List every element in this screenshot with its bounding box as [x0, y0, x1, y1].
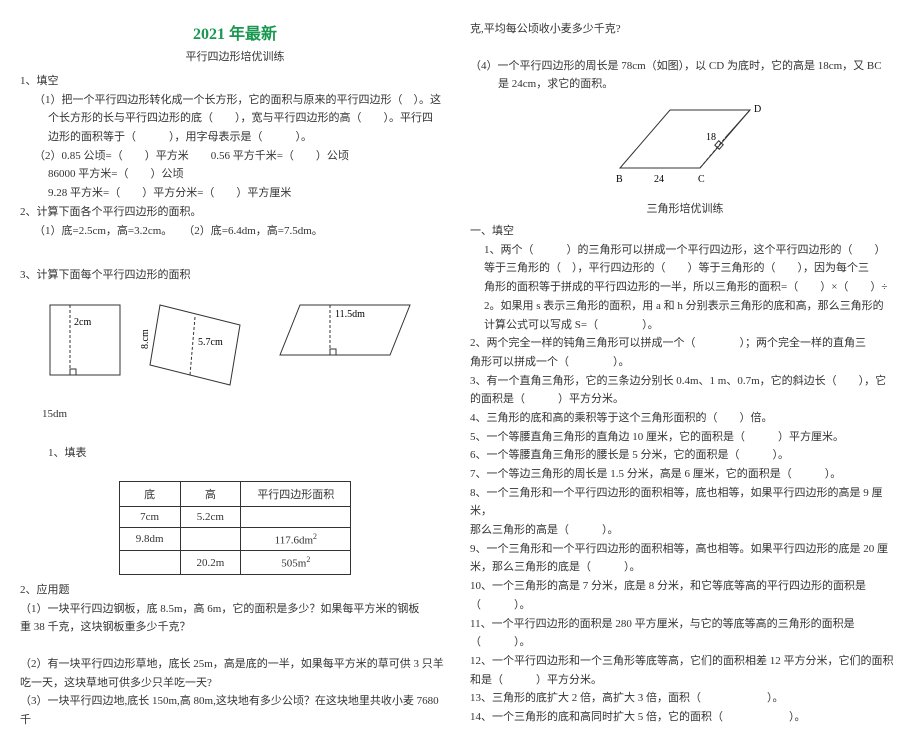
right-column: 克,平均每公顷收小麦多少千克? （4）一个平行四边形的周长是 78cm（如图），…: [470, 20, 900, 730]
t12b: 和是（ ）平方分米。: [470, 671, 900, 690]
tri-sec1-title: 一、填空: [470, 222, 900, 241]
table-row: 9.8dm 117.6dm2: [119, 527, 351, 551]
q1-1b: 个长方形的长与平行四边形的底（ ），宽与平行四边形的高（ ）。平行四: [20, 109, 450, 128]
shape1: 2cm 15dm: [20, 295, 130, 420]
t2-1a: 2、两个完全一样的钝角三角形可以拼成一个（ ）；两个完全一样的直角三: [470, 334, 900, 353]
app-2a: （2）有一块平行四边形草地，底长 25m，高是底的一半，如果每平方米的草可供 3…: [20, 655, 450, 674]
cell: [241, 506, 351, 527]
cell: 505m2: [241, 551, 351, 575]
t8a: 8、一个三角形和一个平行四边形的面积相等，底也相等，如果平行四边形的高是 9 厘…: [470, 484, 900, 521]
app-3: （3）一块平行四边地,底长 150m,高 80m,这块地有多少公顷？在这块地里共…: [20, 692, 450, 729]
cell: 7cm: [119, 506, 180, 527]
t12a: 12、一个平行四边形和一个三角形等底等高，它们的面积相差 12 平方分米，它们的…: [470, 652, 900, 671]
t5: 5、一个等腰直角三角形的直角边 10 厘米，它的面积是（ ）平方厘米。: [470, 428, 900, 447]
t14: 14、一个三角形的底和高同时扩大 5 倍，它的面积（ ）。: [470, 708, 900, 727]
shape1-15dm-label: 15dm: [20, 408, 130, 420]
sec3-title: 3、计算下面每个平行四边形的面积: [20, 266, 450, 285]
cell: 117.6dm2: [241, 527, 351, 551]
cell: [180, 527, 241, 551]
sec2-title: 2、计算下面各个平行四边形的面积。: [20, 203, 450, 222]
rhombus-B-label: B: [616, 174, 623, 185]
t3b: 的面积是（ ）平方分米。: [470, 390, 900, 409]
q1-2c: 9.28 平方米=（ ）平方分米=（ ）平方厘米: [20, 184, 450, 203]
sec1-title: 1、填空: [20, 72, 450, 91]
t1a: 1、两个（ ）的三角形可以拼成一个平行四边形，这个平行四边形的（ ）: [470, 241, 900, 260]
t10b: （ ）。: [470, 596, 900, 615]
t8b: 那么三角形的高是（ ）。: [470, 521, 900, 540]
fill-table-title: 1、填表: [20, 444, 450, 463]
cell: 5.2cm: [180, 506, 241, 527]
t2b: 计算公式可以写成 S=（ ）。: [470, 316, 900, 335]
q2-1: （1）底=2.5cm，高=3.2cm。 （2）底=6.4dm，高=7.5dm。: [20, 222, 450, 241]
th-height: 高: [180, 481, 241, 506]
t13: 13、三角形的底扩大 2 倍，高扩大 3 倍，面积（ ）。: [470, 689, 900, 708]
th-area: 平行四边形面积: [241, 481, 351, 506]
rhombus-C-label: C: [698, 174, 705, 185]
th-base: 底: [119, 481, 180, 506]
t7: 7、一个等边三角形的周长是 1.5 分米，高是 6 厘米，它的面积是（ ）。: [470, 465, 900, 484]
q1-1c: 边形的面积等于（ ），用字母表示是（ ）。: [20, 128, 450, 147]
t10a: 10、一个三角形的高是 7 分米，底是 8 分米，和它等底等高的平行四边形的面积…: [470, 577, 900, 596]
t9b: 米，那么三角形的底是（ ）。: [470, 558, 900, 577]
t2a: 2。如果用 s 表示三角形的面积，用 a 和 h 分别表示三角形的底和高，那么三…: [470, 297, 900, 316]
table-row: 7cm 5.2cm: [119, 506, 351, 527]
year-title: 2021 年最新: [20, 20, 450, 44]
t11a: 11、一个平行四边形的面积是 280 平方厘米，与它的等底等高的三角形的面积是: [470, 615, 900, 634]
cell: 20.2m: [180, 551, 241, 575]
shape3-svg: 11.5dm: [270, 295, 420, 375]
shape2-svg: 8.cm 5.7cm: [140, 295, 260, 395]
q4b: 是 24cm，求它的面积。: [470, 75, 900, 94]
t2-1b: 角形可以拼成一个（ ）。: [470, 353, 900, 372]
q1-2a: （2）0.85 公顷=（ ）平方米 0.56 平方千米=（ ）公顷: [20, 147, 450, 166]
shape2-57cm-label: 5.7cm: [198, 337, 223, 348]
tri-title: 三角形培优训练: [470, 200, 900, 216]
top-line: 克,平均每公顷收小麦多少千克?: [470, 20, 900, 39]
q4a: （4）一个平行四边形的周长是 78cm（如图），以 CD 为底时，它的高是 18…: [470, 57, 900, 76]
q1-1a: （1）把一个平行四边形转化成一个长方形，它的面积与原来的平行四边形（ ）。这: [20, 91, 450, 110]
app-2b: 吃一天，这块草地可供多少只羊吃一天?: [20, 674, 450, 693]
rhombus-w-label: 24: [654, 174, 664, 185]
app-title: 2、应用题: [20, 581, 450, 600]
table-header-row: 底 高 平行四边形面积: [119, 481, 351, 506]
t3a: 3、有一个直角三角形，它的三条边分别长 0.4m、1 m、0.7m，它的斜边长（…: [470, 372, 900, 391]
left-column: 2021 年最新 平行四边形培优训练 1、填空 （1）把一个平行四边形转化成一个…: [20, 20, 450, 730]
t9a: 9、一个三角形和一个平行四边形的面积相等，高也相等。如果平行四边形的底是 20 …: [470, 540, 900, 559]
shape1-2cm-label: 2cm: [74, 317, 91, 328]
shape3-115dm-label: 11.5dm: [335, 309, 365, 320]
cell: [119, 551, 180, 575]
shapes-row: 2cm 15dm 8.cm 5.7cm 11.5dm: [20, 295, 450, 420]
subtitle: 平行四边形培优训练: [20, 48, 450, 64]
t6: 6、一个等腰直角三角形的腰长是 5 分米，它的面积是（ ）。: [470, 446, 900, 465]
rhombus-D-label: D: [754, 104, 761, 115]
t1b: 等于三角形的（ ），平行四边形的（ ）等于三角形的（ ），因为每个三: [470, 259, 900, 278]
cell: 9.8dm: [119, 527, 180, 551]
rhombus-svg: 18 B C D 24: [610, 100, 790, 190]
shape1-svg: 2cm: [20, 295, 130, 405]
t4: 4、三角形的底和高的乘积等于这个三角形面积的（ ）倍。: [470, 409, 900, 428]
q1-2b: 86000 平方米=（ ）公顷: [20, 165, 450, 184]
shape3: 11.5dm: [270, 295, 420, 378]
t11b: （ ）。: [470, 633, 900, 652]
t1c: 角形的面积等于拼成的平行四边形的一半，所以三角形的面积=（ ）×（ ）÷: [470, 278, 900, 297]
data-table: 底 高 平行四边形面积 7cm 5.2cm 9.8dm 117.6dm2 20.…: [119, 481, 352, 575]
table-row: 20.2m 505m2: [119, 551, 351, 575]
rhombus-figure: 18 B C D 24: [610, 100, 770, 190]
shape2-8cm-label: 8.cm: [140, 329, 151, 349]
rhombus-h-label: 18: [706, 132, 716, 143]
app-1a: （1）一块平行四边钢板，底 8.5m，高 6m，它的面积是多少？如果每平方米的钢…: [20, 600, 450, 619]
app-1b: 重 38 千克，这块钢板重多少千克？: [20, 618, 450, 637]
shape2: 8.cm 5.7cm: [140, 295, 260, 398]
